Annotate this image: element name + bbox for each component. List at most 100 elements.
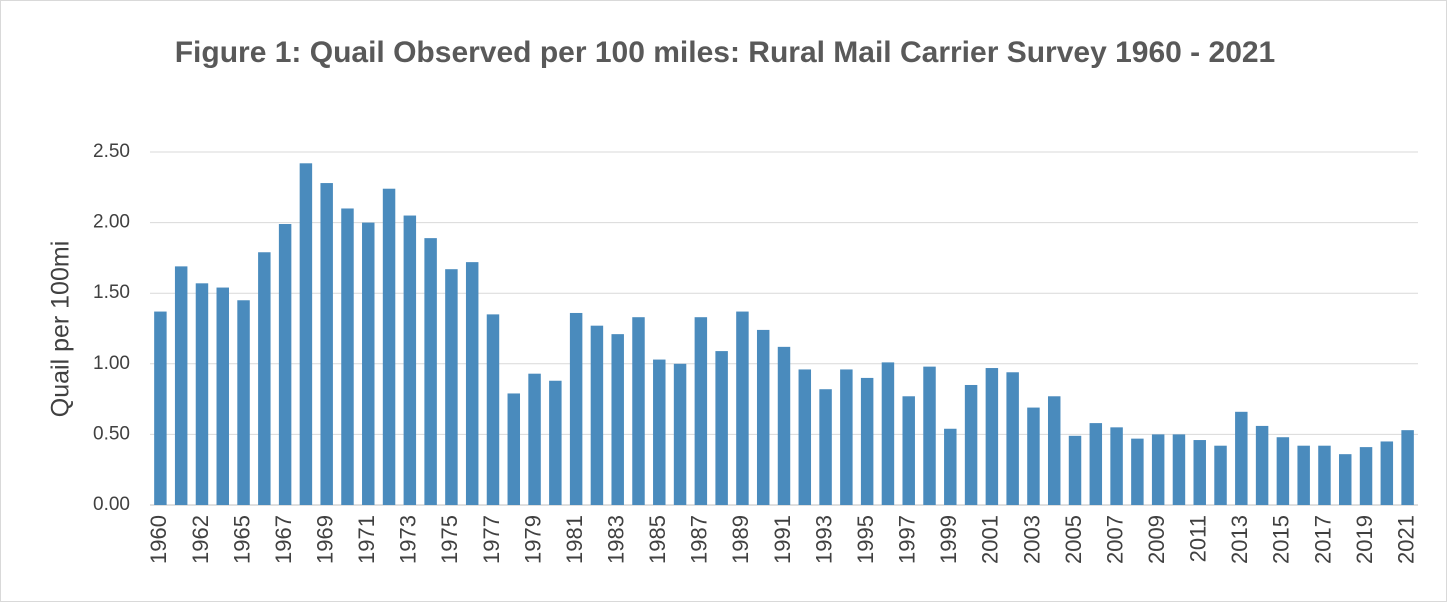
x-tick-label: 1967 <box>271 515 296 564</box>
bar <box>1235 411 1248 505</box>
bar <box>673 363 687 505</box>
bar <box>923 366 936 505</box>
bar <box>154 311 167 505</box>
x-tick-label: 1977 <box>479 515 504 564</box>
bar <box>777 346 791 505</box>
y-tick-label: 0.50 <box>93 423 130 444</box>
bar <box>1380 441 1394 505</box>
x-tick-label: 2009 <box>1144 515 1169 564</box>
y-tick-label: 0.00 <box>93 494 130 515</box>
bar <box>736 311 749 505</box>
bar <box>528 373 541 505</box>
bar <box>382 188 396 505</box>
bar <box>1172 434 1186 505</box>
x-tick-label: 1969 <box>313 515 338 564</box>
bar <box>1006 372 1019 505</box>
bar <box>445 269 458 505</box>
bar <box>798 369 812 505</box>
bar <box>195 283 209 505</box>
y-tick-label: 2.00 <box>93 212 130 233</box>
x-tick-label: 1995 <box>853 515 878 564</box>
bar <box>174 266 188 505</box>
bar <box>278 224 292 505</box>
x-tick-label: 1987 <box>687 515 712 564</box>
x-tick-label: 2015 <box>1269 515 1294 564</box>
bar <box>860 377 874 505</box>
x-tick-label: 1981 <box>562 515 587 564</box>
bar <box>320 183 333 505</box>
x-tick-label: 1960 <box>146 515 171 564</box>
bar <box>1214 445 1227 505</box>
bar <box>1318 445 1331 505</box>
bar <box>1151 434 1165 505</box>
x-tick-label: 1971 <box>354 515 379 564</box>
x-tick-label: 1985 <box>645 515 670 564</box>
x-tick-label: 2013 <box>1227 515 1252 564</box>
x-tick-label: 2021 <box>1393 515 1418 564</box>
x-tick-label: 1993 <box>811 515 836 564</box>
bar <box>611 334 624 505</box>
y-tick-label: 1.50 <box>93 282 130 303</box>
bar <box>840 369 853 505</box>
bar <box>694 317 708 505</box>
x-tick-label: 2005 <box>1061 515 1086 564</box>
x-tick-label: 2011 <box>1186 515 1211 562</box>
bar <box>258 252 271 505</box>
bar <box>1401 430 1414 505</box>
x-tick-label: 2017 <box>1310 515 1335 564</box>
bar <box>299 163 313 505</box>
bar <box>507 393 521 505</box>
x-tick-label: 1999 <box>936 515 961 564</box>
bar <box>632 317 645 505</box>
bar <box>964 384 978 505</box>
bar <box>590 325 604 505</box>
x-tick-label: 2003 <box>1019 515 1044 564</box>
bar <box>653 359 666 505</box>
y-tick-label: 2.50 <box>93 141 130 162</box>
bar <box>341 208 354 506</box>
bar <box>1068 435 1082 505</box>
bar <box>715 351 728 505</box>
bar <box>1255 425 1269 505</box>
x-tick-label: 1975 <box>437 515 462 564</box>
x-tick-label: 1979 <box>520 515 545 564</box>
bar <box>985 368 999 505</box>
bar <box>1193 440 1206 505</box>
bar <box>465 262 479 505</box>
x-tick-label: 1962 <box>188 515 213 564</box>
bar <box>1047 396 1061 505</box>
chart-title: Figure 1: Quail Observed per 100 miles: … <box>174 36 1276 69</box>
x-tick-label: 2019 <box>1352 515 1377 564</box>
x-tick-label: 1973 <box>396 515 421 564</box>
bar <box>1339 454 1352 505</box>
x-tick-label: 1997 <box>895 515 920 564</box>
bar <box>403 215 417 506</box>
bar <box>944 428 957 505</box>
bar <box>1027 407 1040 505</box>
bar <box>216 287 229 505</box>
bar <box>819 389 832 505</box>
bar <box>1089 423 1103 505</box>
bar <box>237 300 250 505</box>
bar <box>486 314 500 505</box>
bar <box>1131 438 1144 505</box>
bar <box>569 312 583 505</box>
x-tick-label: 1983 <box>604 515 629 564</box>
y-tick-label: 1.00 <box>93 353 130 374</box>
x-tick-label: 1991 <box>770 515 795 564</box>
bar <box>362 222 375 505</box>
bar <box>756 329 770 505</box>
x-tick-label: 2007 <box>1102 515 1127 564</box>
x-tick-label: 1989 <box>728 515 753 564</box>
bar <box>1110 427 1123 505</box>
bar <box>1297 445 1310 505</box>
x-tick-label: 1965 <box>229 515 254 564</box>
bar <box>1276 437 1290 505</box>
bar <box>1359 447 1373 505</box>
bar <box>549 380 562 505</box>
x-tick-label: 2001 <box>978 515 1003 564</box>
bar <box>881 362 895 505</box>
y-axis-label: Quail per 100mi <box>47 241 75 417</box>
